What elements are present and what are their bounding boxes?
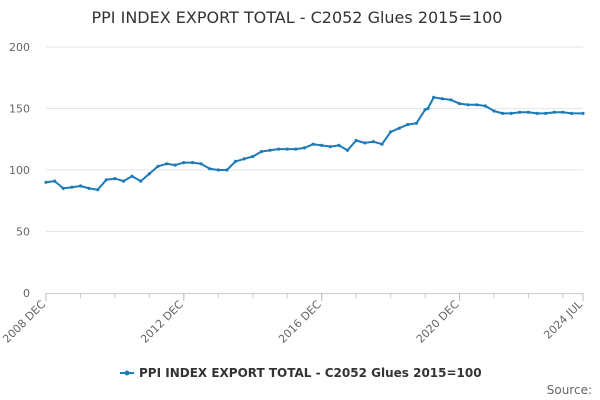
x-axis: 2008 DEC 2012 DEC 2016 DEC 2020 DEC 2024 JUL bbox=[0, 293, 586, 346]
data-point[interactable] bbox=[259, 150, 263, 154]
data-point[interactable] bbox=[96, 188, 100, 192]
legend-label: PPI INDEX EXPORT TOTAL - C2052 Glues 201… bbox=[139, 366, 482, 380]
data-point[interactable] bbox=[182, 161, 186, 165]
data-point[interactable] bbox=[53, 179, 57, 183]
x-tick-label: 2016 DEC bbox=[276, 298, 324, 346]
data-point[interactable] bbox=[509, 111, 513, 115]
legend-marker bbox=[124, 370, 130, 376]
y-axis: 0 50 100 150 200 bbox=[9, 41, 30, 300]
data-point[interactable] bbox=[156, 164, 160, 168]
legend[interactable]: PPI INDEX EXPORT TOTAL - C2052 Glues 201… bbox=[120, 366, 482, 380]
data-point[interactable] bbox=[233, 159, 238, 163]
data-point[interactable] bbox=[363, 141, 367, 145]
y-tick-label: 50 bbox=[16, 226, 30, 239]
data-point[interactable] bbox=[389, 130, 393, 134]
data-point[interactable] bbox=[311, 142, 315, 146]
data-point[interactable] bbox=[449, 98, 453, 102]
source-label[interactable]: Source: bbox=[547, 383, 592, 397]
data-point[interactable] bbox=[380, 142, 384, 146]
data-point[interactable] bbox=[475, 103, 479, 107]
data-point[interactable] bbox=[552, 110, 556, 114]
chart-title: PPI INDEX EXPORT TOTAL - C2052 Glues 201… bbox=[92, 8, 503, 27]
data-point[interactable] bbox=[302, 146, 306, 150]
data-point[interactable] bbox=[216, 168, 220, 172]
data-point[interactable] bbox=[113, 177, 117, 181]
data-point[interactable] bbox=[147, 172, 151, 176]
data-point[interactable] bbox=[535, 111, 539, 115]
data-point[interactable] bbox=[492, 109, 496, 113]
series bbox=[44, 95, 585, 192]
data-point[interactable] bbox=[345, 148, 350, 152]
grid bbox=[46, 46, 583, 232]
data-point[interactable] bbox=[526, 110, 531, 114]
data-point[interactable] bbox=[561, 110, 565, 114]
data-point[interactable] bbox=[130, 174, 134, 178]
data-point[interactable] bbox=[397, 126, 401, 130]
data-point[interactable] bbox=[426, 106, 430, 111]
x-tick-label: 2008 DEC bbox=[0, 298, 48, 346]
data-point[interactable] bbox=[354, 138, 358, 143]
data-point[interactable] bbox=[406, 122, 410, 127]
y-tick-label: 0 bbox=[23, 287, 30, 300]
x-tick-label: 2024 JUL bbox=[541, 297, 585, 341]
data-point[interactable] bbox=[544, 111, 548, 115]
data-point[interactable] bbox=[581, 111, 585, 115]
data-point[interactable] bbox=[277, 147, 281, 151]
data-point[interactable] bbox=[104, 178, 108, 182]
data-point[interactable] bbox=[320, 143, 324, 147]
data-point[interactable] bbox=[121, 179, 126, 183]
data-point[interactable] bbox=[139, 179, 143, 183]
data-point[interactable] bbox=[190, 161, 195, 165]
data-point[interactable] bbox=[61, 186, 65, 190]
data-point[interactable] bbox=[44, 180, 48, 184]
data-point[interactable] bbox=[294, 147, 298, 151]
data-point[interactable] bbox=[432, 95, 436, 99]
data-point[interactable] bbox=[70, 185, 74, 189]
x-tick-label: 2012 DEC bbox=[138, 298, 186, 346]
data-point[interactable] bbox=[337, 143, 341, 147]
y-tick-label: 150 bbox=[9, 103, 30, 116]
data-point[interactable] bbox=[457, 102, 462, 106]
y-tick-label: 200 bbox=[9, 41, 30, 54]
data-point[interactable] bbox=[285, 147, 289, 151]
series-line[interactable] bbox=[45, 96, 583, 191]
data-point[interactable] bbox=[501, 111, 505, 115]
data-point[interactable] bbox=[328, 145, 332, 149]
data-point[interactable] bbox=[78, 184, 83, 188]
data-point[interactable] bbox=[251, 154, 255, 159]
data-point[interactable] bbox=[518, 110, 522, 114]
data-point[interactable] bbox=[165, 162, 169, 166]
data-point[interactable] bbox=[199, 162, 203, 166]
data-point[interactable] bbox=[242, 157, 246, 161]
y-tick-label: 100 bbox=[9, 164, 30, 177]
data-point[interactable] bbox=[87, 186, 91, 190]
data-point[interactable] bbox=[208, 167, 212, 171]
data-point[interactable] bbox=[569, 111, 574, 115]
data-point[interactable] bbox=[466, 103, 470, 107]
data-point[interactable] bbox=[173, 163, 177, 167]
data-point[interactable] bbox=[371, 140, 375, 144]
data-point[interactable] bbox=[268, 148, 272, 152]
x-tick-label: 2020 DEC bbox=[414, 298, 462, 346]
data-point[interactable] bbox=[225, 168, 229, 172]
data-point[interactable] bbox=[440, 97, 444, 101]
data-point[interactable] bbox=[423, 108, 427, 112]
data-point[interactable] bbox=[483, 104, 487, 108]
data-point[interactable] bbox=[414, 121, 418, 125]
